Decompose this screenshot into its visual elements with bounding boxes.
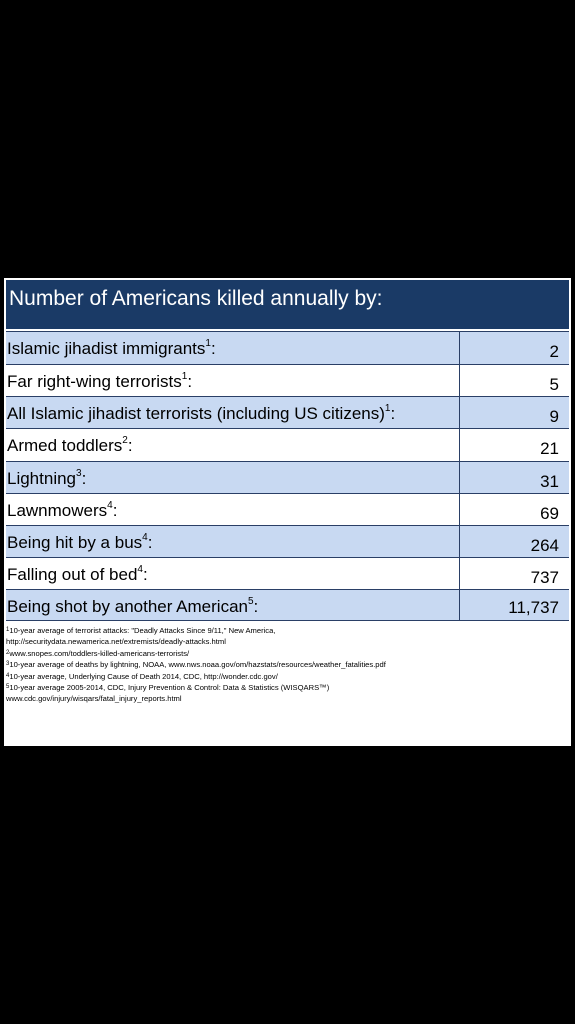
table-row: Far right-wing terrorists1: 5 xyxy=(6,365,569,397)
footnote-line: 2www.snopes.com/toddlers-killed-american… xyxy=(6,648,190,658)
footnote-ref: 1 xyxy=(384,403,391,414)
row-value: 31 xyxy=(460,462,569,493)
row-value: 5 xyxy=(460,365,569,396)
table-row: All Islamic jihadist terrorists (includi… xyxy=(6,397,569,429)
row-value: 2 xyxy=(460,332,569,364)
footnote-line: 510-year average 2005-2014, CDC, Injury … xyxy=(6,683,330,693)
table-row: Lawnmowers4: 69 xyxy=(6,494,569,526)
footnote-line: 110-year average of terrorist attacks: "… xyxy=(6,626,276,635)
footnote-ref: 5 xyxy=(247,596,254,607)
footnote-ref: 4 xyxy=(137,564,143,575)
row-value: 737 xyxy=(460,558,569,589)
row-label: All Islamic jihadist terrorists (includi… xyxy=(6,397,460,428)
footnotes: 110-year average of terrorist attacks: "… xyxy=(6,625,569,705)
footnote-ref: 1 xyxy=(205,338,211,349)
table-title: Number of Americans killed annually by: xyxy=(6,280,569,329)
table-row: Being shot by another American5: 11,737 xyxy=(6,590,569,621)
footnote-ref: 3 xyxy=(76,468,82,479)
row-label: Being shot by another American5: xyxy=(6,590,460,620)
row-value: 11,737 xyxy=(460,590,569,620)
row-value: 9 xyxy=(460,397,569,428)
row-label: Lawnmowers4: xyxy=(6,494,460,525)
row-label: Lightning3: xyxy=(6,462,460,493)
footnote-line: http://securitydata.newamerica.net/extre… xyxy=(6,637,226,647)
row-label: Being hit by a bus4: xyxy=(6,526,460,557)
footnote-ref: 1 xyxy=(181,371,188,382)
row-label: Far right-wing terrorists1: xyxy=(6,365,460,396)
table-row: Islamic jihadist immigrants1: 2 xyxy=(6,332,569,365)
footnote-ref: 4 xyxy=(107,500,113,511)
row-label: Falling out of bed4: xyxy=(6,558,460,589)
row-label: Islamic jihadist immigrants1: xyxy=(6,332,460,364)
row-value: 69 xyxy=(460,494,569,525)
deaths-table: Islamic jihadist immigrants1: 2 Far righ… xyxy=(6,331,569,621)
table-row: Being hit by a bus4: 264 xyxy=(6,526,569,558)
row-label: Armed toddlers2: xyxy=(6,429,460,461)
table-row: Lightning3: 31 xyxy=(6,462,569,494)
footnote-ref: 2 xyxy=(122,435,128,446)
footnote-line: www.cdc.gov/injury/wisqars/fatal_injury_… xyxy=(6,694,182,704)
row-value: 264 xyxy=(460,526,569,557)
footnote-line: 410-year average, Underlying Cause of De… xyxy=(6,671,278,681)
row-value: 21 xyxy=(460,429,569,461)
table-row: Falling out of bed4: 737 xyxy=(6,558,569,590)
statistics-card: Number of Americans killed annually by: … xyxy=(4,278,571,746)
table-row: Armed toddlers2: 21 xyxy=(6,429,569,462)
footnote-line: 310-year average of deaths by lightning,… xyxy=(6,660,386,670)
footnote-ref: 4 xyxy=(142,532,148,543)
